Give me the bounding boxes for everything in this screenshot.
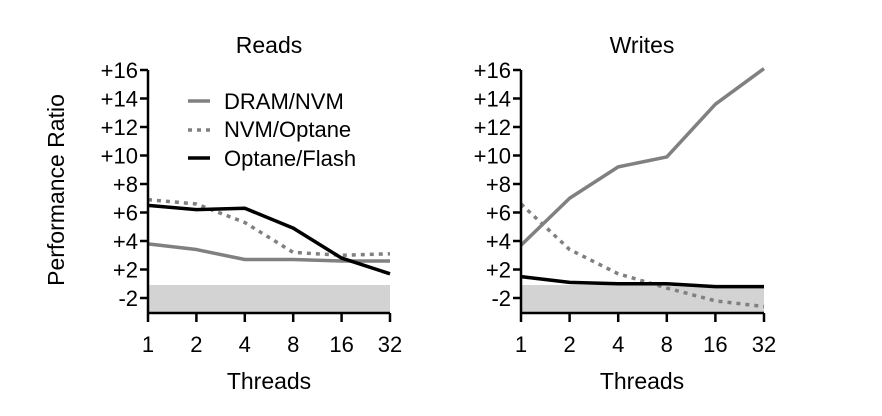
legend: DRAM/NVM NVM/Optane Optane/Flash [188,89,356,171]
writes-y-tick-label: +8 [486,172,511,197]
reads-y-tick-label: +6 [113,201,138,226]
legend-item-optane-flash: Optane/Flash [188,146,356,171]
reads-x-tick-label: 2 [190,332,202,357]
reads-x-axis-label: Threads [227,368,311,394]
legend-label-optane-flash: Optane/Flash [224,146,356,171]
reads-shaded-band [148,285,390,313]
reads-panel: Reads -2 +2 +4 +6 +8 +10 +12 +14 +16 1 2 4 8 16 32 Thr… [43,32,402,394]
legend-item-nvm-optane: NVM/Optane [188,117,351,142]
reads-series-nvm-optane [147,197,391,257]
writes-title: Writes [610,32,675,58]
writes-y-tick-label: -2 [491,286,511,311]
writes-series-nvm-optane [519,202,765,309]
reads-y-tick-label: +4 [113,229,138,254]
reads-y-tick-label: +2 [113,258,138,283]
writes-y-tick-label: +2 [486,258,511,283]
y-axis-label: Performance Ratio [43,94,69,286]
writes-x-tick-label: 4 [612,332,624,357]
writes-y-tick-label: +14 [474,87,511,112]
writes-series-dram-nvm [519,67,766,247]
writes-y-tick-label: +10 [474,144,511,169]
reads-x-tick-label: 4 [239,332,251,357]
writes-panel: Writes -2 +2 +4 +6 +8 +10 +12 +14 +16 1 2 4 8 16 32 Th… [474,32,777,394]
reads-series-dram-nvm [147,242,390,263]
writes-x-axis-label: Threads [600,368,684,394]
reads-x-tick-label: 32 [378,332,402,357]
writes-y-tick-label: +6 [486,201,511,226]
reads-y-tick-label: +16 [101,58,138,83]
reads-y-tick-label: +14 [101,87,138,112]
writes-x-tick-label: 16 [703,332,727,357]
reads-y-tick-label: -2 [118,286,138,311]
writes-x-tick-label: 8 [661,332,673,357]
legend-item-dram-nvm: DRAM/NVM [188,89,344,114]
reads-x-tick-label: 1 [142,332,154,357]
reads-title: Reads [236,32,302,58]
reads-x-tick-label: 16 [329,332,353,357]
reads-x-tick-label: 8 [287,332,299,357]
writes-x-tick-label: 1 [515,332,527,357]
writes-y-tick-label: +4 [486,229,511,254]
writes-series-optane-flash [520,274,764,289]
writes-x-tick-label: 32 [752,332,776,357]
writes-y-tick-label: +12 [474,115,511,140]
writes-y-tick-label: +16 [474,58,511,83]
legend-label-nvm-optane: NVM/Optane [224,117,351,142]
writes-shaded-band [521,285,764,313]
reads-y-tick-label: +12 [101,115,138,140]
reads-y-tick-label: +8 [113,172,138,197]
legend-label-dram-nvm: DRAM/NVM [224,89,344,114]
reads-series-optane-flash [147,203,391,276]
reads-y-tick-label: +10 [101,144,138,169]
writes-x-tick-label: 2 [563,332,575,357]
